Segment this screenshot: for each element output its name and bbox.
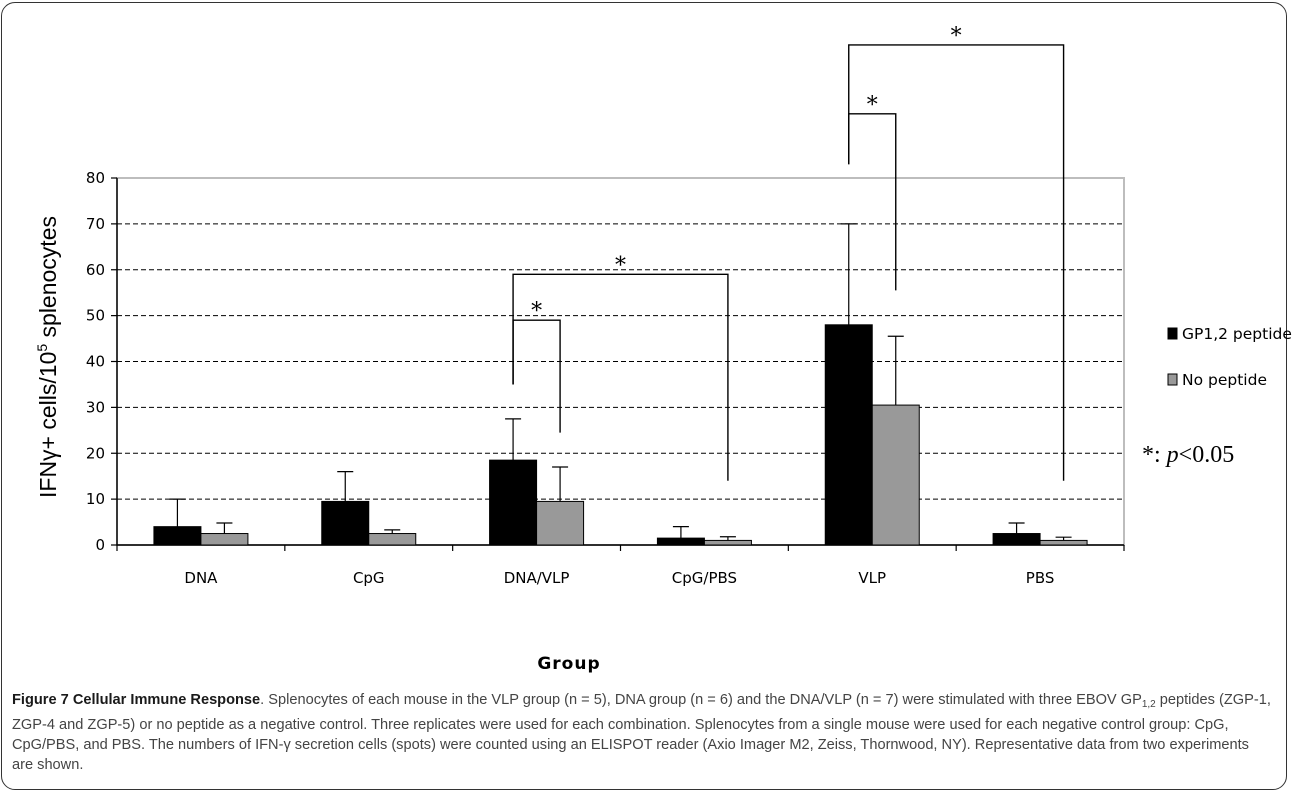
- y-tick-label-60: 60: [86, 261, 105, 279]
- bar-s0-VLP: [824, 324, 873, 546]
- y-tick-label-50: 50: [86, 307, 105, 325]
- y-tick-label-0: 0: [95, 536, 105, 554]
- y-axis-label-tail: splenocytes: [35, 216, 61, 344]
- p-note-tail: <0.05: [1179, 442, 1235, 468]
- bar-s0-CpG: [321, 500, 370, 546]
- error-bars: [169, 223, 1072, 541]
- bar-s0-CpG/PBS: [656, 537, 705, 546]
- bar-s1-PBS: [1039, 539, 1088, 546]
- significance-bracket-3: [848, 44, 1065, 481]
- bar-s1-CpG: [368, 533, 417, 546]
- y-tick-labels: 0 10 20 30 40 50 60 70 80: [86, 169, 105, 554]
- axes: [111, 177, 1125, 551]
- bar-s1-VLP: [871, 404, 920, 546]
- y-axis-label-main: IFNγ+ cells/10: [35, 352, 61, 498]
- x-category-label-4: VLP: [858, 569, 886, 587]
- p-note-italic: p: [1165, 442, 1179, 468]
- y-tick-label-80: 80: [86, 169, 105, 187]
- significance-star-2: *: [867, 93, 878, 118]
- significance-bracket-2: [848, 113, 897, 291]
- bar-chart: 0 10 20 30 40 50 60 70 80 DNA CpG DNA/VLP CpG/PBS VL…: [34, 24, 1292, 674]
- caption-text-2: peptides (ZGP-1, ZGP-4 and ZGP-5) or no …: [12, 692, 1271, 773]
- caption-text-1: . Splenocytes of each mouse in the VLP g…: [260, 692, 1142, 708]
- legend-swatch-gp12: [1167, 327, 1178, 340]
- legend-swatch-no-peptide: [1167, 373, 1178, 386]
- y-tick-label-20: 20: [86, 444, 105, 462]
- legend-label-no-peptide: No peptide: [1182, 371, 1267, 389]
- significance-star-1: *: [615, 253, 626, 278]
- y-tick-label-30: 30: [86, 398, 105, 416]
- significance-star-3: *: [951, 24, 962, 49]
- x-category-label-2: DNA/VLP: [504, 569, 570, 587]
- bar-s1-CpG/PBS: [703, 539, 752, 546]
- p-value-note: *: p<0.05: [1142, 442, 1234, 468]
- y-axis-label: IFNγ+ cells/105 splenocytes: [34, 216, 61, 498]
- x-category-labels: DNA CpG DNA/VLP CpG/PBS VLP PBS: [184, 569, 1054, 587]
- y-tick-label-10: 10: [86, 490, 105, 508]
- significance-bracket-1: [512, 273, 729, 481]
- bars: [153, 324, 1088, 546]
- y-tick-label-70: 70: [86, 215, 105, 233]
- figure-caption: Figure 7 Cellular Immune Response. Splen…: [12, 690, 1274, 775]
- significance-brackets: * * * *: [512, 24, 1065, 481]
- bar-s0-DNA: [153, 526, 202, 546]
- grid-lines: [116, 177, 1125, 546]
- y-axis-label-sup: 5: [34, 344, 50, 352]
- x-category-label-5: PBS: [1026, 569, 1055, 587]
- caption-subscript: 1,2: [1141, 699, 1156, 710]
- x-category-label-3: CpG/PBS: [672, 569, 737, 587]
- caption-figure-label: Figure 7 Cellular Immune Response: [12, 692, 261, 708]
- x-category-label-1: CpG: [353, 569, 385, 587]
- bar-s0-PBS: [992, 533, 1041, 546]
- x-category-label-0: DNA: [184, 569, 218, 587]
- legend: GP1,2 peptide No peptide: [1167, 325, 1292, 389]
- significance-star-0: *: [531, 299, 542, 324]
- bar-s1-DNA/VLP: [536, 500, 585, 546]
- legend-label-gp12: GP1,2 peptide: [1182, 325, 1292, 343]
- plot-area-border: [116, 177, 1125, 546]
- x-axis-label: Group: [537, 654, 600, 674]
- significance-bracket-0: [512, 319, 561, 433]
- y-tick-label-40: 40: [86, 353, 105, 371]
- bar-s1-DNA: [200, 533, 249, 546]
- p-note-symbol: *:: [1142, 442, 1167, 468]
- bar-s0-DNA/VLP: [489, 459, 538, 546]
